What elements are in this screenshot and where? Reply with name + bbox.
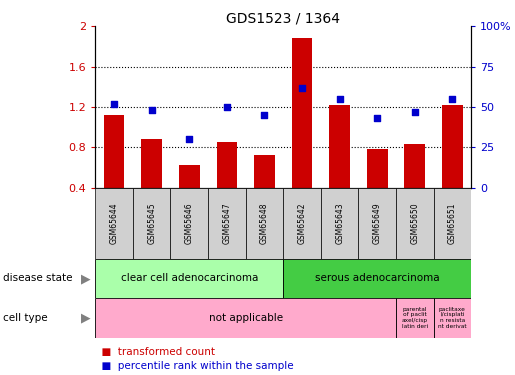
Point [148, 107, 156, 113]
Bar [170, 188, 208, 259]
Text: GSM65648: GSM65648 [260, 202, 269, 244]
Point [185, 136, 194, 142]
Text: ■  percentile rank within the sample: ■ percentile rank within the sample [95, 361, 294, 370]
Bar [133, 188, 170, 259]
Point [222, 104, 231, 110]
Point [298, 84, 306, 90]
Text: GSM65646: GSM65646 [185, 202, 194, 244]
Bar [216, 142, 237, 188]
Bar [396, 188, 434, 259]
Bar [254, 155, 275, 188]
Text: GSM65643: GSM65643 [335, 202, 344, 244]
Text: parental
of paclit
axel/cisp
latin deri: parental of paclit axel/cisp latin deri [402, 307, 428, 329]
Point [110, 100, 118, 106]
Bar [95, 298, 396, 338]
Text: paclitaxe
l/cisplati
n resista
nt derivat: paclitaxe l/cisplati n resista nt deriva… [438, 307, 467, 329]
Text: GSM65650: GSM65650 [410, 202, 419, 244]
Text: GSM65645: GSM65645 [147, 202, 156, 244]
Point [261, 112, 269, 118]
Text: GSM65642: GSM65642 [298, 202, 306, 244]
Bar [442, 105, 463, 188]
Text: clear cell adenocarcinoma: clear cell adenocarcinoma [121, 273, 258, 284]
Text: ■  transformed count: ■ transformed count [95, 347, 215, 357]
Point [411, 109, 419, 115]
Bar [283, 259, 471, 298]
Point [448, 96, 457, 102]
Bar [434, 188, 471, 259]
Bar [283, 188, 321, 259]
Text: ▶: ▶ [80, 311, 90, 324]
Bar [329, 105, 350, 188]
Bar [104, 115, 125, 188]
Text: ▶: ▶ [80, 272, 90, 285]
Title: GDS1523 / 1364: GDS1523 / 1364 [226, 11, 340, 25]
Bar [434, 298, 471, 338]
Text: GSM65644: GSM65644 [110, 202, 118, 244]
Bar [179, 165, 200, 188]
Bar [246, 188, 283, 259]
Bar [367, 149, 388, 188]
Point [336, 96, 344, 102]
Text: disease state: disease state [3, 273, 72, 284]
Text: not applicable: not applicable [209, 313, 283, 323]
Bar [141, 139, 162, 188]
Bar [95, 188, 133, 259]
Text: serous adenocarcinoma: serous adenocarcinoma [315, 273, 439, 284]
Bar [95, 259, 283, 298]
Point [373, 115, 381, 121]
Text: GSM65651: GSM65651 [448, 202, 457, 244]
Text: cell type: cell type [3, 313, 47, 323]
Bar [208, 188, 246, 259]
Text: GSM65649: GSM65649 [373, 202, 382, 244]
Bar [321, 188, 358, 259]
Bar [404, 144, 425, 188]
Text: GSM65647: GSM65647 [222, 202, 231, 244]
Bar [358, 188, 396, 259]
Bar [396, 298, 434, 338]
Bar [291, 38, 313, 188]
